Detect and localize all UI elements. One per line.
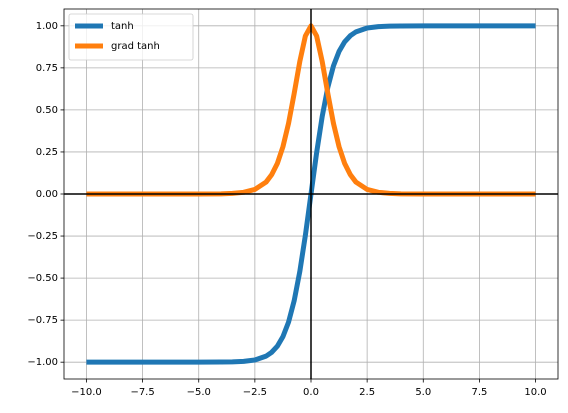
legend: tanh grad tanh [68, 13, 194, 61]
plot-area [64, 9, 558, 379]
x-tick-label: −7.5 [130, 387, 154, 398]
x-tick-label: 5.0 [415, 387, 431, 398]
x-tick-label: 7.5 [471, 387, 487, 398]
x-tick-label: −10.0 [71, 387, 102, 398]
x-tick-label: 0.0 [303, 387, 319, 398]
y-tick-label: 0.50 [36, 105, 58, 116]
legend-label: tanh [111, 21, 134, 32]
x-tick-label: 2.5 [359, 387, 375, 398]
y-tick-label: 0.25 [36, 147, 58, 158]
x-tick-label: 10.0 [524, 387, 546, 398]
y-tick-label: −0.75 [27, 315, 58, 326]
y-tick-label: 0.00 [36, 189, 58, 200]
legend-label: grad tanh [111, 41, 160, 52]
y-tick-label: 1.00 [36, 21, 58, 32]
y-tick-label: −1.00 [27, 357, 58, 368]
y-tick-label: −0.25 [27, 231, 58, 242]
axes-frame [63, 8, 559, 380]
y-tick-label: 0.75 [36, 63, 58, 74]
x-tick-label: −5.0 [187, 387, 211, 398]
x-tick-label: −2.5 [243, 387, 267, 398]
y-tick-label: −0.50 [27, 273, 58, 284]
